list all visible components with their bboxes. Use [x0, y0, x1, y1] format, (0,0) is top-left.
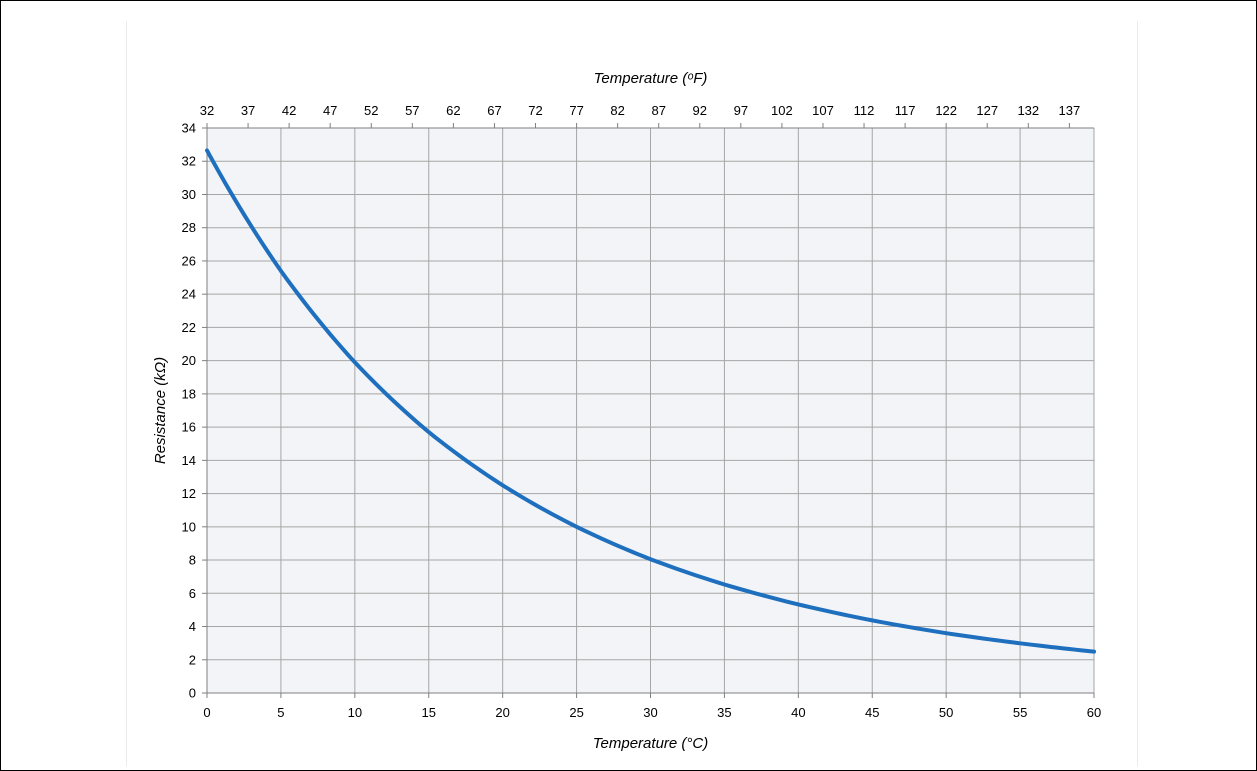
x2-tick-label: 52	[364, 103, 378, 118]
x2-tick-label: 102	[771, 103, 793, 118]
chart-border	[126, 21, 1138, 766]
top-x-axis-title: Temperature (ᵒF)	[594, 70, 708, 87]
x2-tick-label: 122	[935, 103, 957, 118]
x2-tick-label: 92	[693, 103, 707, 118]
y-tick-label: 26	[182, 253, 196, 268]
y-tick-label: 12	[182, 486, 196, 501]
x-tick-label: 55	[1013, 705, 1027, 720]
y-tick-label: 32	[182, 154, 196, 169]
x-axis-title: Temperature (°C)	[593, 735, 708, 752]
x2-tick-label: 32	[200, 103, 214, 118]
y-tick-label: 24	[182, 287, 196, 302]
x2-tick-label: 112	[854, 103, 875, 118]
x2-tick-label: 42	[282, 103, 296, 118]
y-tick-label: 6	[189, 586, 196, 601]
x2-tick-label: 107	[812, 103, 834, 118]
y-tick-label: 30	[182, 187, 196, 202]
x-tick-label: 40	[791, 705, 805, 720]
y-tick-label: 14	[182, 453, 196, 468]
y-tick-label: 22	[182, 320, 196, 335]
x-tick-label: 20	[495, 705, 509, 720]
y-tick-label: 4	[189, 619, 196, 634]
x2-tick-label: 132	[1017, 103, 1039, 118]
x2-tick-label: 62	[446, 103, 460, 118]
x-tick-label: 10	[348, 705, 362, 720]
x2-tick-label: 127	[976, 103, 998, 118]
y-tick-label: 10	[182, 519, 196, 534]
y-tick-label: 20	[182, 353, 196, 368]
y-tick-label: 0	[189, 686, 196, 701]
y-tick-label: 2	[189, 652, 196, 667]
x2-tick-label: 37	[241, 103, 255, 118]
y-tick-label: 16	[182, 420, 196, 435]
x2-tick-label: 47	[323, 103, 337, 118]
y-tick-label: 8	[189, 553, 196, 568]
y-tick-label: 18	[182, 386, 196, 401]
x-tick-label: 45	[865, 705, 879, 720]
y-axis-title: Resistance (kΩ)	[152, 357, 169, 464]
x-tick-label: 60	[1087, 705, 1101, 720]
x-tick-label: 35	[717, 705, 731, 720]
x2-tick-label: 87	[651, 103, 665, 118]
x-tick-label: 25	[569, 705, 583, 720]
y-tick-label: 28	[182, 220, 196, 235]
x2-tick-label: 82	[610, 103, 624, 118]
x-tick-label: 50	[939, 705, 953, 720]
y-tick-label: 34	[182, 121, 196, 136]
x2-tick-label: 77	[569, 103, 583, 118]
x-tick-label: 5	[277, 705, 284, 720]
x-tick-label: 0	[203, 705, 210, 720]
x2-tick-label: 137	[1059, 103, 1081, 118]
x2-tick-label: 97	[734, 103, 748, 118]
x2-tick-label: 67	[487, 103, 501, 118]
x2-tick-label: 57	[405, 103, 419, 118]
x2-tick-label: 117	[895, 103, 916, 118]
x-tick-label: 15	[422, 705, 436, 720]
x2-tick-label: 72	[528, 103, 542, 118]
x-tick-label: 30	[643, 705, 657, 720]
